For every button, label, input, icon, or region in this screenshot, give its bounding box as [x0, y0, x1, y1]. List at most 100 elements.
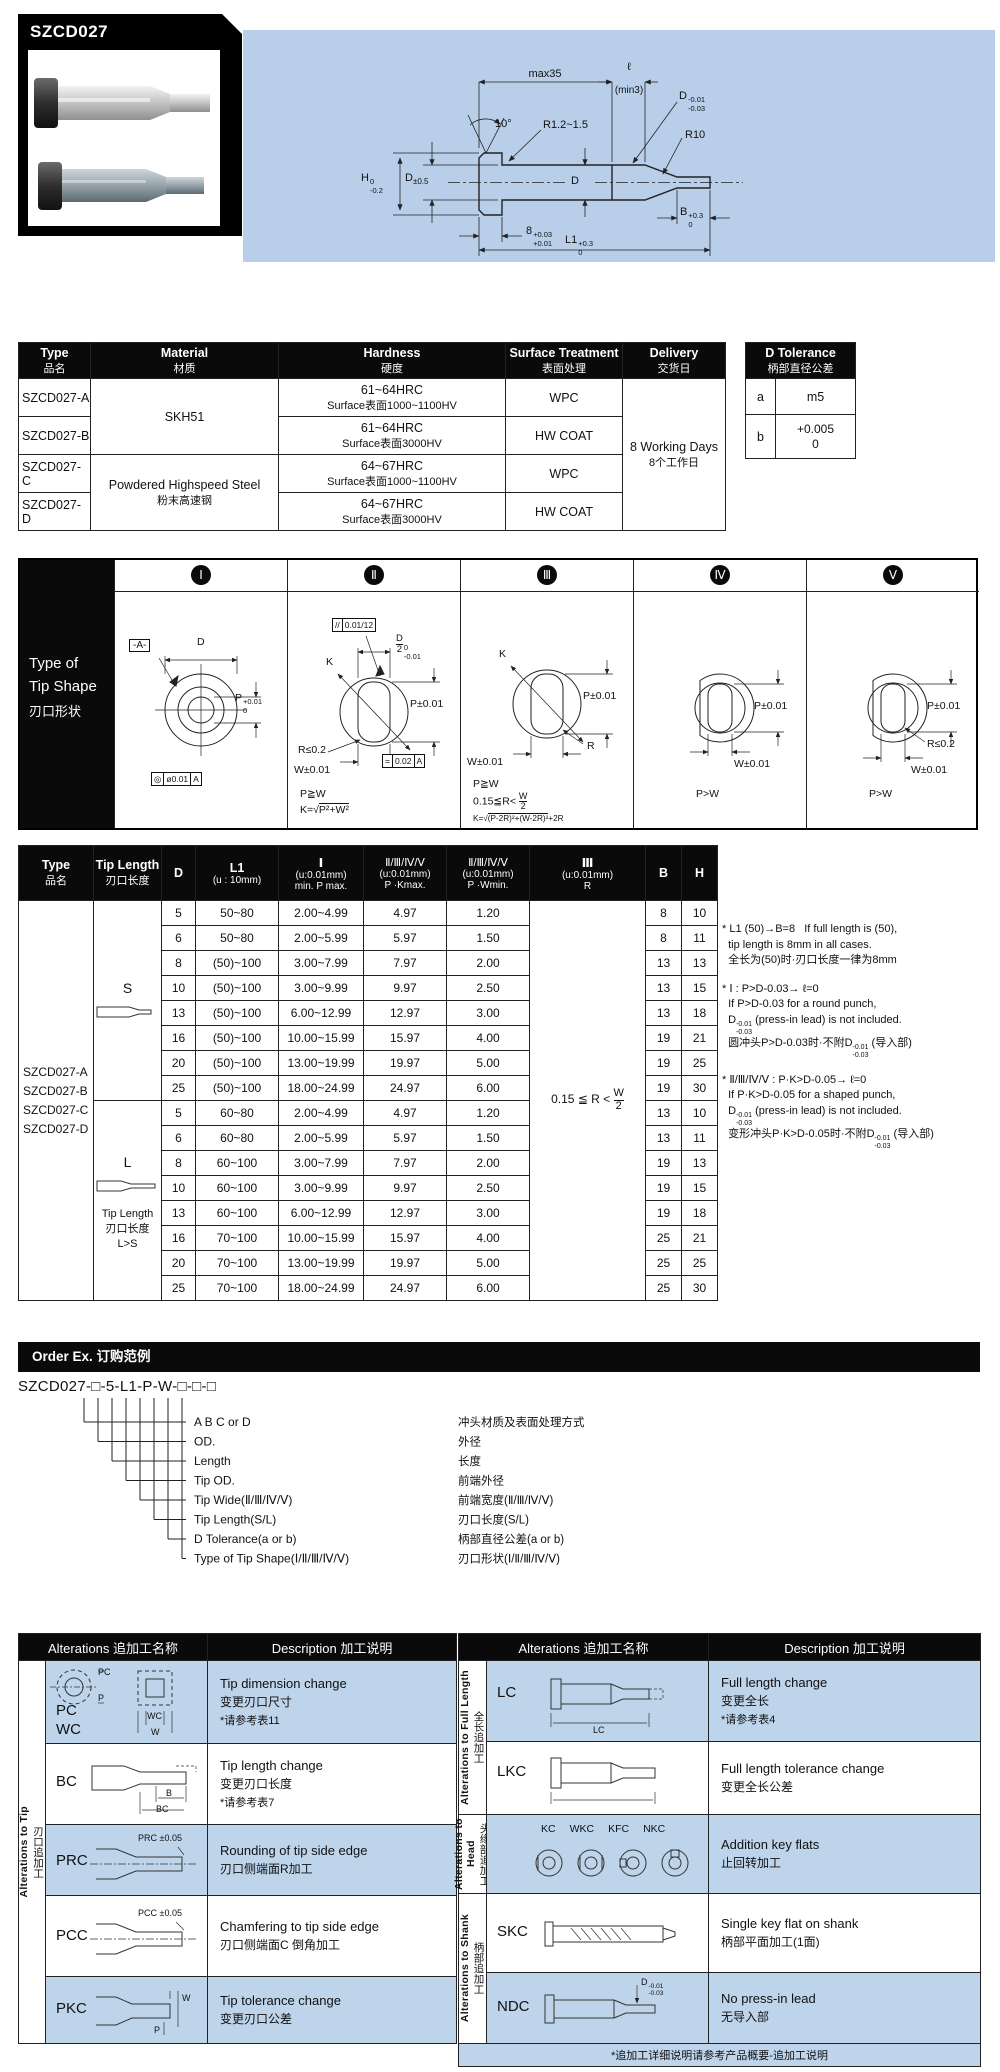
- spec-table: Type 品名 Material 材质 Hardness 硬度 Surface Tre…: [18, 342, 726, 531]
- dim-cell: 20: [161, 1250, 196, 1276]
- dim-cell: 5.00: [446, 1050, 530, 1076]
- dim-cell: 15: [681, 975, 718, 1001]
- order-item-en: Tip Length(S/L): [194, 1513, 276, 1527]
- dim-cell: 18.00~24.99: [278, 1275, 364, 1301]
- dim-cell: 18.00~24.99: [278, 1075, 364, 1101]
- spec-type: SZCD027-B: [18, 416, 91, 455]
- dim-cell: 1.50: [446, 1125, 530, 1151]
- tip-shape-section: Type of Tip Shape 刃口形状 Ⅰ: [18, 558, 979, 830]
- dim-cell: 11: [681, 1125, 718, 1151]
- dim-row: SZCD027-A SZCD027-B SZCD027-C SZCD027-D S 5 50…: [18, 900, 718, 1301]
- dim-cell: 30: [681, 1275, 718, 1301]
- dim-cell: 13: [645, 1000, 682, 1026]
- dim-cell: 5: [161, 900, 196, 926]
- d-tolerance-row: a m5: [745, 378, 856, 415]
- dim-cell: 25: [645, 1275, 682, 1301]
- group-label-tip: Alterations to Tip 刃口追加工: [18, 1660, 46, 2044]
- dim-cell: 19.97: [363, 1250, 447, 1276]
- diagram-skc: SKC: [485, 1893, 710, 1973]
- order-item-zh: 冲头材质及表面处理方式: [458, 1415, 585, 1429]
- dim-cell: 19: [645, 1150, 682, 1176]
- spec-hardness: 61~64HRC Surface表面3000HV: [278, 416, 506, 455]
- spec-header-surface: Surface Treatment 表面处理: [505, 342, 623, 379]
- dim-header-tip-length: Tip Length 刃口长度: [93, 845, 162, 901]
- dim-row: 8 (50)~100 3.00~7.99 7.97 2.00 13 13: [19, 950, 718, 976]
- dim-cell: 8: [161, 950, 196, 976]
- dim-cell: 7.97: [363, 950, 447, 976]
- dim-cell: 60~100: [195, 1150, 279, 1176]
- tip-shape-numeral: Ⅳ: [634, 560, 806, 592]
- dim-angle: 10°: [495, 118, 512, 130]
- description-ndc: No press-in lead 无导入部: [708, 1972, 982, 2044]
- dim-cell: 70~100: [195, 1225, 279, 1251]
- spec-treatment: WPC: [505, 454, 623, 493]
- dim-cell: 8: [161, 1150, 196, 1176]
- dim-cell: 3.00~9.99: [278, 1175, 364, 1201]
- spec-treatment: HW COAT: [505, 492, 623, 531]
- spec-hardness: 61~64HRC Surface表面1000~1100HV: [278, 378, 506, 417]
- punch-photo-illustration: [28, 50, 220, 226]
- diagram-lc: LC LC: [485, 1660, 710, 1742]
- dim-r-fillet: R1.2~1.5: [543, 119, 588, 131]
- d-tolerance-header: D Tolerance 柄部直径公差: [745, 342, 856, 379]
- dim-header-d: D: [161, 845, 196, 901]
- dim-cell: 50~80: [195, 900, 279, 926]
- dim-cell: 16: [161, 1225, 196, 1251]
- dim-header-h: H: [681, 845, 718, 901]
- description-header: Description 加工说明: [207, 1633, 458, 1661]
- dim-row: 13 60~100 6.00~12.99 12.97 3.00 19 18: [19, 1200, 718, 1226]
- dim-cell: 3.00: [446, 1200, 530, 1226]
- alteration-row-bc: B BC BC Tip length change 变更刃口长度 *请参考表7: [19, 1743, 458, 1825]
- tip-shape-col-4: Ⅳ P±0.01 W±0.01: [633, 560, 806, 828]
- dim-cell: 18: [681, 1000, 718, 1026]
- dim-cell: 13: [645, 975, 682, 1001]
- order-item-en: OD.: [194, 1435, 215, 1449]
- dim-cell: 13: [645, 950, 682, 976]
- dim-ell: ℓ: [627, 61, 631, 73]
- dim-cell: 2.00~4.99: [278, 1100, 364, 1126]
- order-code: SZCD027-□-5-L1-P-W-□-□-□: [18, 1378, 217, 1395]
- spec-header-hardness: Hardness 硬度: [278, 342, 506, 379]
- product-header-box: SZCD027: [18, 14, 242, 236]
- dim-cell: 8: [645, 925, 682, 951]
- dim-cell: 3.00~7.99: [278, 950, 364, 976]
- description-pcc: Chamfering to tip side edge 刃口侧端面C 倒角加工: [207, 1895, 458, 1977]
- spec-header-type: Type 品名: [18, 342, 91, 379]
- dim-cell: 18: [681, 1200, 718, 1226]
- tip-shape-label: Type of Tip Shape 刃口形状: [20, 560, 114, 828]
- dim-min3: (min3): [614, 85, 644, 96]
- diagram-ndc: D -0.01 -0.03 NDC: [485, 1972, 710, 2044]
- dim-d-shank: D: [571, 175, 579, 187]
- dim-cell: 2.00: [446, 950, 530, 976]
- dim-r10: R10: [685, 129, 706, 141]
- dim-cell: 4.00: [446, 1025, 530, 1051]
- description-skc: Single key flat on shank 柄部平面加工(1面): [708, 1893, 982, 1973]
- dim-header-row: Type 品名 Tip Length 刃口长度 D L1 (u : 10mm) Ⅰ (u…: [18, 845, 718, 901]
- dim-cell: 12.97: [363, 1200, 447, 1226]
- order-example-bar: Order Ex. 订购范例: [18, 1342, 980, 1372]
- spec-hardness: 64~67HRC Surface表面1000~1100HV: [278, 454, 506, 493]
- group-label-full-length: Alterations to Full Length 全长追加工: [458, 1660, 487, 1815]
- group-label-shank: Alterations to Shank 柄部追加工: [458, 1893, 487, 2044]
- alteration-row-pkc: W P PKC Tip tolerance change 变更刃口公差: [19, 1976, 458, 2044]
- dim-cell: 2.00~4.99: [278, 900, 364, 926]
- dim-cell: 2.00~5.99: [278, 925, 364, 951]
- spec-type: SZCD027-C: [18, 454, 91, 493]
- tip-shape-col-1: Ⅰ -A- D P +0.: [114, 560, 287, 828]
- order-item-zh: 刃口形状(Ⅰ/Ⅱ/Ⅲ/Ⅳ/Ⅴ): [458, 1552, 560, 1566]
- dim-cell: 1.20: [446, 1100, 530, 1126]
- dim-cell: 25: [681, 1250, 718, 1276]
- spec-delivery: 8 Working Days 8个工作日: [622, 378, 726, 531]
- dim-cell: 11: [681, 925, 718, 951]
- dim-d-head: D±0.5: [405, 172, 429, 186]
- order-item-en: Tip Wide(Ⅱ/Ⅲ/Ⅳ/Ⅴ): [194, 1493, 292, 1507]
- order-item-en: A B C or D: [194, 1415, 251, 1429]
- spec-header-row: Type 品名 Material 材质 Hardness 硬度 Surface Tre…: [18, 342, 726, 379]
- dim-header-b: B: [645, 845, 682, 901]
- dim-cell: 19: [645, 1050, 682, 1076]
- spec-row: SZCD027-D 64~67HRC Surface表面3000HV HW COA…: [18, 492, 726, 531]
- dim-cell: 3.00~9.99: [278, 975, 364, 1001]
- description-lc: Full length change 变更全长 *请参考表4: [708, 1660, 982, 1742]
- dim-max35: max35: [528, 68, 562, 80]
